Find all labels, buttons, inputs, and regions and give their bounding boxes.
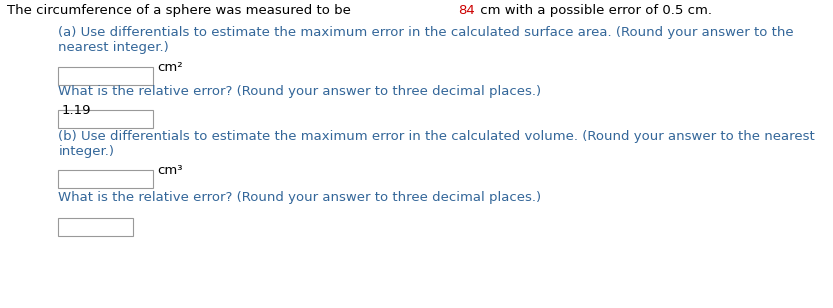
Text: (a) Use differentials to estimate the maximum error in the calculated surface ar: (a) Use differentials to estimate the ma… bbox=[58, 26, 794, 39]
Text: cm with a possible error of 0.5 cm.: cm with a possible error of 0.5 cm. bbox=[476, 4, 711, 17]
Text: cm²: cm² bbox=[157, 61, 183, 74]
Bar bbox=[58, 218, 133, 236]
Text: What is the relative error? (Round your answer to three decimal places.): What is the relative error? (Round your … bbox=[58, 85, 541, 98]
Text: The circumference of a sphere was measured to be: The circumference of a sphere was measur… bbox=[7, 4, 355, 17]
Text: 84: 84 bbox=[457, 4, 475, 17]
Text: (b) Use differentials to estimate the maximum error in the calculated volume. (R: (b) Use differentials to estimate the ma… bbox=[58, 130, 815, 143]
Text: cm³: cm³ bbox=[157, 164, 182, 177]
Bar bbox=[58, 110, 153, 128]
Text: 1.19: 1.19 bbox=[62, 104, 91, 117]
Bar bbox=[58, 170, 153, 188]
Text: What is the relative error? (Round your answer to three decimal places.): What is the relative error? (Round your … bbox=[58, 191, 541, 204]
Text: nearest integer.): nearest integer.) bbox=[58, 41, 169, 54]
Text: integer.): integer.) bbox=[58, 145, 114, 158]
Bar bbox=[58, 67, 153, 85]
